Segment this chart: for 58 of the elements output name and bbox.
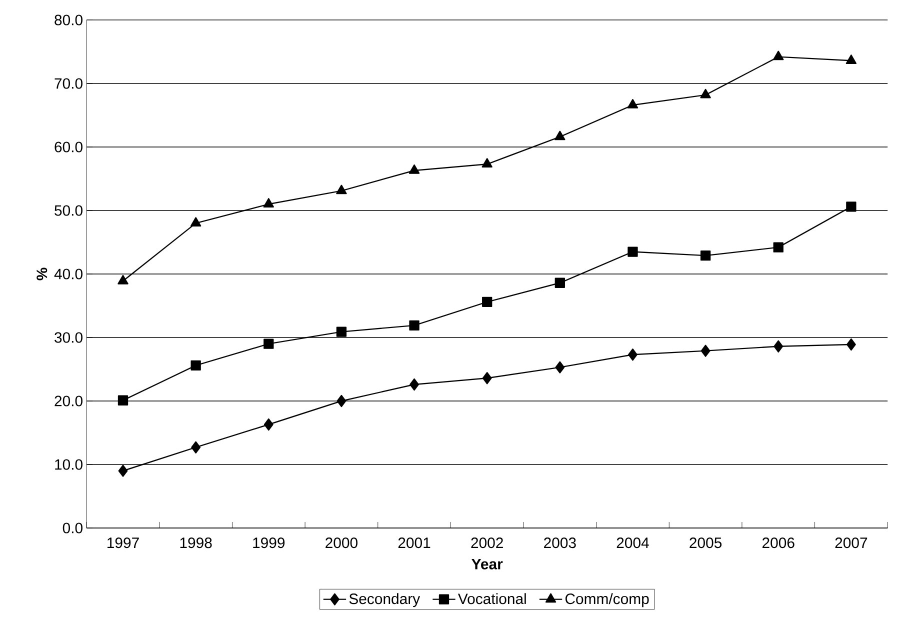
y-tick-label: 20.0 <box>54 396 82 406</box>
x-tick-label: 2003 <box>544 538 576 548</box>
x-tick-label: 2000 <box>326 538 358 548</box>
point <box>263 198 274 208</box>
point <box>190 217 202 227</box>
point <box>774 340 784 352</box>
point <box>191 441 201 454</box>
x-tick-label: 2007 <box>835 538 868 548</box>
x-axis-title: Year <box>472 558 503 570</box>
legend-label: Comm/comp <box>565 593 649 608</box>
point <box>846 54 857 64</box>
point <box>773 242 784 252</box>
point <box>700 250 711 261</box>
point <box>118 464 128 477</box>
y-tick-label: 0.0 <box>62 522 82 534</box>
y-tick-label: 50.0 <box>54 205 82 216</box>
point <box>554 278 565 288</box>
point <box>118 395 128 406</box>
point <box>190 360 201 371</box>
y-tick-label: 10.0 <box>55 459 82 470</box>
point <box>264 338 274 349</box>
point <box>773 50 784 60</box>
point <box>264 418 274 431</box>
point <box>408 164 420 174</box>
point <box>118 274 128 284</box>
x-tick-label: 2005 <box>690 538 722 548</box>
x-tick-label: 2002 <box>471 538 503 548</box>
point <box>336 184 347 194</box>
y-tick-label: 30.0 <box>54 332 82 343</box>
y-tick-label: 70.0 <box>54 78 82 89</box>
point <box>410 378 419 391</box>
point <box>700 344 710 357</box>
x-tick-label: 2001 <box>398 538 430 548</box>
x-tick-label: 1998 <box>180 538 212 548</box>
point <box>555 361 565 374</box>
point <box>628 348 638 361</box>
x-tick-label: 2006 <box>762 538 794 548</box>
point <box>700 88 711 98</box>
point <box>627 99 638 108</box>
x-tick-label: 1997 <box>108 538 139 548</box>
point <box>409 320 420 331</box>
point <box>336 326 347 337</box>
y-tick-label: 40.0 <box>54 268 82 280</box>
point <box>846 338 856 351</box>
x-tick-label: 1999 <box>253 538 285 548</box>
y-axis-title: % <box>36 268 48 280</box>
legend-label: Secondary <box>349 593 420 608</box>
point <box>336 394 346 408</box>
point <box>846 202 856 212</box>
point <box>628 246 638 257</box>
y-tick-label: 60.0 <box>54 142 82 152</box>
y-tick-label: 80.0 <box>54 14 82 26</box>
point <box>482 372 492 384</box>
legend-label: Vocational <box>458 593 526 604</box>
point <box>554 130 566 140</box>
point <box>482 296 492 308</box>
x-tick-label: 2004 <box>616 538 649 548</box>
point <box>482 158 492 168</box>
